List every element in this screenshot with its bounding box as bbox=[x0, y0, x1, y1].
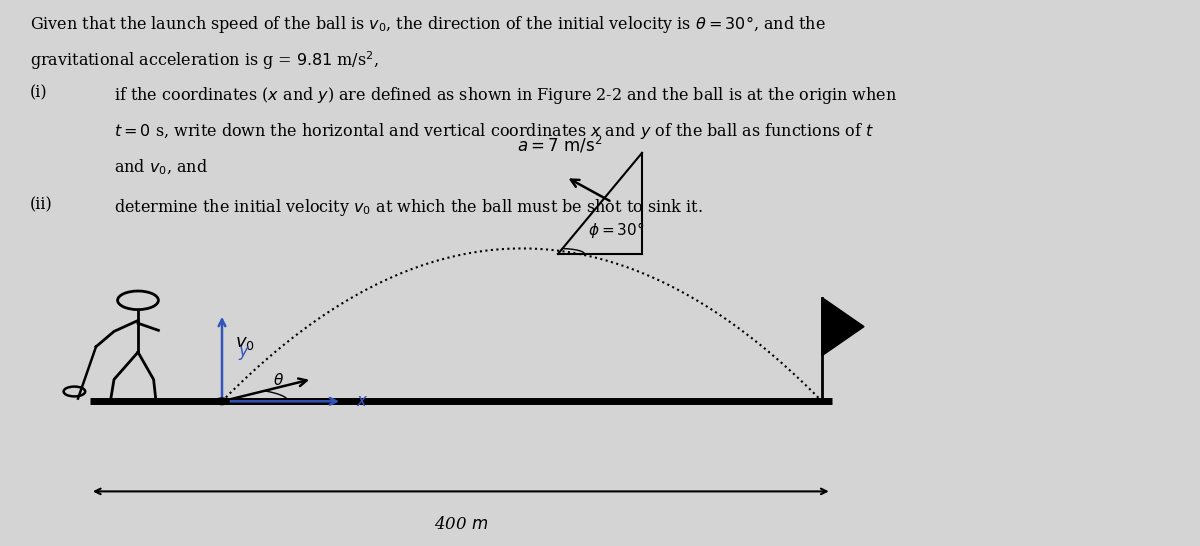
Text: $a = 7\ \mathrm{m/s^2}$: $a = 7\ \mathrm{m/s^2}$ bbox=[517, 134, 602, 155]
Text: $y$: $y$ bbox=[238, 345, 250, 362]
Text: gravitational acceleration is g = $9.81$ m/s$^2$,: gravitational acceleration is g = $9.81$… bbox=[30, 49, 379, 72]
Text: 400 $m$: 400 $m$ bbox=[433, 516, 488, 533]
Polygon shape bbox=[822, 298, 864, 355]
Text: (ii): (ii) bbox=[30, 197, 53, 213]
Text: (i): (i) bbox=[30, 85, 48, 102]
Text: $v_0$: $v_0$ bbox=[234, 334, 254, 352]
Circle shape bbox=[215, 398, 229, 405]
Text: if the coordinates ($x$ and $y$) are defined as shown in Figure 2-2 and the ball: if the coordinates ($x$ and $y$) are def… bbox=[114, 85, 898, 105]
Text: and $v_0$, and: and $v_0$, and bbox=[114, 157, 208, 177]
Text: $\phi = 30°$: $\phi = 30°$ bbox=[588, 220, 644, 240]
Text: determine the initial velocity $v_0$ at which the ball must be shot to sink it.: determine the initial velocity $v_0$ at … bbox=[114, 197, 703, 217]
Text: $x$: $x$ bbox=[356, 393, 368, 410]
Text: $\theta$: $\theta$ bbox=[272, 372, 283, 388]
Text: $t = 0$ s, write down the horizontal and vertical coordinates $x$ and $y$ of the: $t = 0$ s, write down the horizontal and… bbox=[114, 121, 874, 141]
Text: Given that the launch speed of the ball is $v_0$, the direction of the initial v: Given that the launch speed of the ball … bbox=[30, 14, 826, 34]
